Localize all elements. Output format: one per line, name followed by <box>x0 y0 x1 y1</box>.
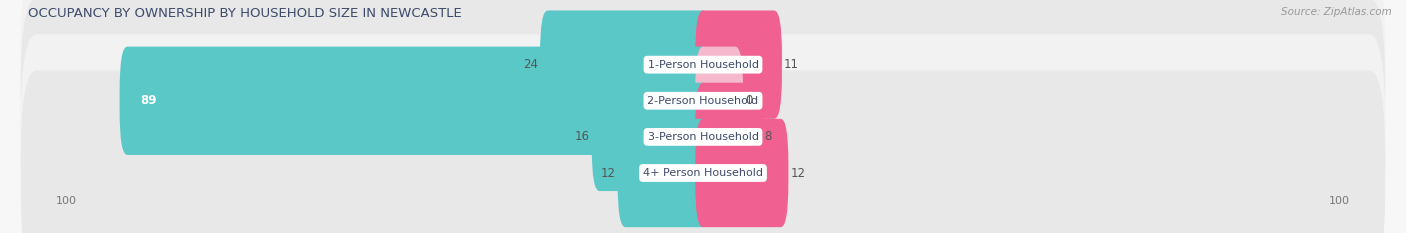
FancyBboxPatch shape <box>695 10 782 119</box>
Text: 1-Person Household: 1-Person Household <box>648 60 758 70</box>
Text: 3-Person Household: 3-Person Household <box>648 132 758 142</box>
Text: 2-Person Household: 2-Person Household <box>647 96 759 106</box>
Text: 8: 8 <box>765 130 772 143</box>
Text: Source: ZipAtlas.com: Source: ZipAtlas.com <box>1281 7 1392 17</box>
Text: 24: 24 <box>523 58 538 71</box>
Text: 0: 0 <box>745 94 752 107</box>
FancyBboxPatch shape <box>695 47 744 155</box>
Text: 16: 16 <box>575 130 591 143</box>
Text: 100: 100 <box>56 196 77 206</box>
Text: 12: 12 <box>790 167 806 179</box>
Text: 89: 89 <box>141 94 157 107</box>
FancyBboxPatch shape <box>21 34 1385 233</box>
Text: 11: 11 <box>785 58 799 71</box>
Text: 4+ Person Household: 4+ Person Household <box>643 168 763 178</box>
FancyBboxPatch shape <box>695 119 789 227</box>
FancyBboxPatch shape <box>21 0 1385 203</box>
FancyBboxPatch shape <box>21 0 1385 167</box>
FancyBboxPatch shape <box>695 83 762 191</box>
FancyBboxPatch shape <box>617 119 711 227</box>
FancyBboxPatch shape <box>592 83 711 191</box>
Text: 12: 12 <box>600 167 616 179</box>
FancyBboxPatch shape <box>120 47 711 155</box>
Text: OCCUPANCY BY OWNERSHIP BY HOUSEHOLD SIZE IN NEWCASTLE: OCCUPANCY BY OWNERSHIP BY HOUSEHOLD SIZE… <box>28 7 461 20</box>
Text: 100: 100 <box>1329 196 1350 206</box>
FancyBboxPatch shape <box>21 70 1385 233</box>
FancyBboxPatch shape <box>540 10 711 119</box>
